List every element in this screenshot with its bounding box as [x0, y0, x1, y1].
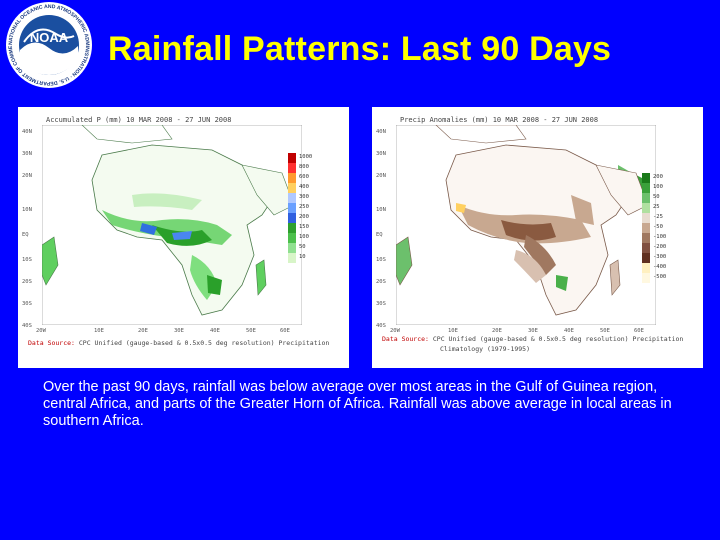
source-text: CPC Unified (gauge-based & 0.5x0.5 deg r… — [78, 339, 330, 347]
lat-tick: 20N — [376, 173, 386, 179]
lat-tick: EQ — [22, 232, 29, 238]
legend-label: 100 — [299, 234, 309, 240]
lat-tick: 20N — [22, 173, 32, 179]
lon-tick: 30E — [174, 328, 184, 334]
noaa-logo: NOAA NATIONAL OCEANIC AND ATMOSPHERIC AD… — [2, 0, 94, 90]
legend-swatch — [288, 163, 296, 173]
lat-tick: 10S — [376, 257, 386, 263]
lon-tick: 40E — [210, 328, 220, 334]
source-text: CPC Unified (gauge-based & 0.5x0.5 deg r… — [432, 335, 684, 343]
legend-swatch — [288, 193, 296, 203]
legend-swatch — [288, 233, 296, 243]
lon-tick: 10E — [448, 328, 458, 334]
logo-center-text: NOAA — [30, 30, 69, 45]
legend-swatch — [288, 213, 296, 223]
lat-tick: 20S — [376, 279, 386, 285]
legend-swatch — [642, 193, 650, 203]
legend-swatch — [288, 203, 296, 213]
legend-swatch — [642, 213, 650, 223]
legend-swatch — [642, 253, 650, 263]
lon-tick: 60E — [634, 328, 644, 334]
legend-swatch — [288, 173, 296, 183]
lat-tick: 30S — [22, 301, 32, 307]
lon-tick: 10E — [94, 328, 104, 334]
lon-tick: 50E — [246, 328, 256, 334]
lon-tick: 40E — [564, 328, 574, 334]
lat-tick: 30N — [376, 151, 386, 157]
legend-label: 200 — [653, 174, 663, 180]
legend-label: 800 — [299, 164, 309, 170]
map-header: Precip Anomalies (mm) 10 MAR 2008 - 27 J… — [400, 116, 599, 124]
legend-swatch — [642, 223, 650, 233]
source-label: Data Source: — [28, 339, 75, 347]
legend-label: 300 — [299, 194, 309, 200]
map-header: Accumulated P (mm) 10 MAR 2008 - 27 JUN … — [46, 116, 232, 124]
legend-swatch — [642, 203, 650, 213]
legend-swatch — [642, 183, 650, 193]
legend-label: 50 — [653, 194, 660, 200]
lat-tick: 40S — [22, 323, 32, 329]
lat-tick: EQ — [376, 232, 383, 238]
legend-swatch — [288, 253, 296, 263]
lat-tick: 30N — [22, 151, 32, 157]
legend-swatch — [288, 183, 296, 193]
legend-label: 600 — [299, 174, 309, 180]
legend-label: -400 — [653, 264, 667, 270]
lat-tick: 30S — [376, 301, 386, 307]
legend-swatch — [642, 243, 650, 253]
africa-map-accumulated — [42, 125, 302, 325]
source-label: Data Source: — [382, 335, 429, 343]
lon-tick: 20E — [492, 328, 502, 334]
legend-label: 10 — [299, 254, 306, 260]
legend-swatch — [642, 233, 650, 243]
legend-swatch — [288, 243, 296, 253]
map-source-climatology: Climatology (1979-1995) — [440, 345, 531, 353]
lat-tick: 10N — [22, 207, 32, 213]
lat-tick: 10N — [376, 207, 386, 213]
legend-label: 400 — [299, 184, 309, 190]
lon-tick: 20W — [390, 328, 400, 334]
legend-label: -200 — [653, 244, 667, 250]
africa-map-anomaly — [396, 125, 656, 325]
precip-anomaly-map: Precip Anomalies (mm) 10 MAR 2008 - 27 J… — [372, 107, 703, 368]
summary-text: Over the past 90 days, rainfall was belo… — [43, 379, 672, 429]
legend-label: -50 — [653, 224, 663, 230]
page-title: Rainfall Patterns: Last 90 Days — [108, 30, 612, 68]
lon-tick: 20W — [36, 328, 46, 334]
legend-swatch — [288, 153, 296, 163]
map-source: Data Source: CPC Unified (gauge-based & … — [382, 335, 683, 343]
legend-label: 25 — [653, 204, 660, 210]
legend-swatch — [642, 273, 650, 283]
legend-label: -300 — [653, 254, 667, 260]
legend-label: 200 — [299, 214, 309, 220]
legend-swatch — [642, 263, 650, 273]
accumulated-precip-map: Accumulated P (mm) 10 MAR 2008 - 27 JUN … — [18, 107, 349, 368]
lat-tick: 40N — [22, 129, 32, 135]
map-source: Data Source: CPC Unified (gauge-based & … — [28, 339, 329, 347]
legend-label: 50 — [299, 244, 306, 250]
lat-tick: 40S — [376, 323, 386, 329]
legend-label: 150 — [299, 224, 309, 230]
legend-label: 100 — [653, 184, 663, 190]
legend-swatch — [642, 173, 650, 183]
lat-tick: 10S — [22, 257, 32, 263]
lon-tick: 50E — [600, 328, 610, 334]
lon-tick: 30E — [528, 328, 538, 334]
legend-label: -100 — [653, 234, 667, 240]
legend-label: -500 — [653, 274, 667, 280]
lon-tick: 60E — [280, 328, 290, 334]
lat-tick: 40N — [376, 129, 386, 135]
legend-label: -25 — [653, 214, 663, 220]
legend-label: 250 — [299, 204, 309, 210]
lat-tick: 20S — [22, 279, 32, 285]
legend-swatch — [288, 223, 296, 233]
legend-label: 1000 — [299, 154, 313, 160]
lon-tick: 20E — [138, 328, 148, 334]
